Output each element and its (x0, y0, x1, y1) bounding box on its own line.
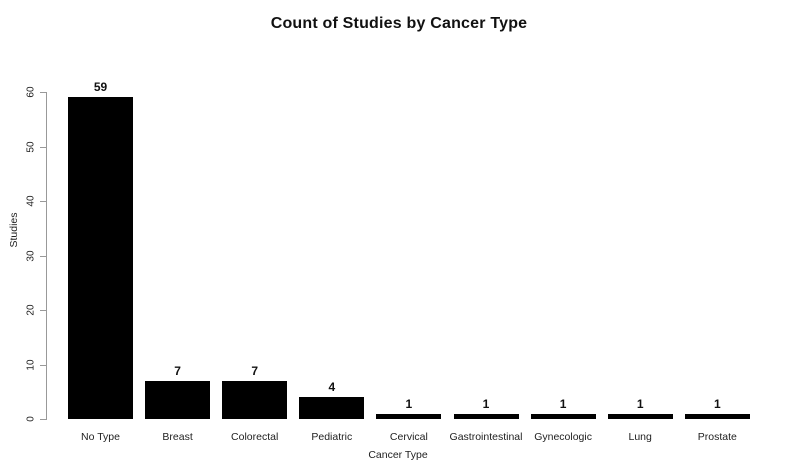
x-tick-label-lung: Lung (628, 431, 652, 443)
chart-title: Count of Studies by Cancer Type (270, 15, 528, 32)
x-tick-label-pediatric: Pediatric (311, 431, 353, 443)
bar-value-label-gastrointestinal: 1 (482, 396, 490, 411)
y-tick-label-0: 0 (25, 416, 37, 422)
bar-value-label-gynecologic: 1 (559, 396, 567, 411)
bar-value-label-prostate: 1 (713, 396, 721, 411)
y-tick-mark-50 (40, 146, 46, 148)
bar-lung (607, 413, 673, 419)
bar-value-label-lung: 1 (636, 396, 644, 411)
bar-value-label-no-type: 59 (93, 80, 108, 95)
x-tick-label-colorectal: Colorectal (231, 431, 279, 443)
bar-gynecologic (530, 413, 596, 419)
y-axis-title: Studies (8, 212, 20, 248)
bar-no-type (68, 97, 133, 419)
x-tick-label-gastrointestinal: Gastrointestinal (449, 431, 523, 443)
y-tick-mark-30 (40, 255, 46, 257)
x-tick-label-gynecologic: Gynecologic (534, 431, 592, 443)
x-tick-label-cervical: Cervical (389, 431, 428, 443)
y-tick-label-10: 10 (25, 358, 37, 371)
bar-value-label-cervical: 1 (405, 396, 413, 411)
y-tick-mark-60 (40, 92, 46, 93)
y-tick-mark-40 (40, 201, 46, 202)
y-tick-label-30: 30 (25, 249, 37, 262)
y-tick-label-40: 40 (25, 195, 37, 207)
x-tick-label-prostate: Prostate (697, 431, 737, 443)
bar-colorectal (222, 380, 288, 419)
bar-pediatric (299, 397, 365, 419)
y-axis-line (46, 92, 47, 420)
bar-breast (145, 380, 211, 419)
x-tick-label-breast: Breast (162, 431, 193, 443)
bar-prostate (684, 413, 750, 419)
x-tick-label-no-type: No Type (81, 431, 120, 443)
x-axis-title: Cancer Type (368, 449, 428, 461)
y-tick-label-60: 60 (25, 86, 37, 98)
bar-value-label-pediatric: 4 (328, 380, 336, 395)
bar-value-label-breast: 7 (174, 363, 181, 378)
y-tick-label-50: 50 (25, 140, 37, 153)
y-tick-mark-10 (40, 364, 46, 366)
bar-gastrointestinal (453, 413, 519, 419)
y-tick-mark-20 (40, 310, 46, 311)
bar-cervical (376, 413, 442, 419)
bar-value-label-colorectal: 7 (251, 363, 259, 378)
y-tick-label-20: 20 (25, 304, 37, 316)
y-tick-mark-0 (40, 419, 46, 420)
